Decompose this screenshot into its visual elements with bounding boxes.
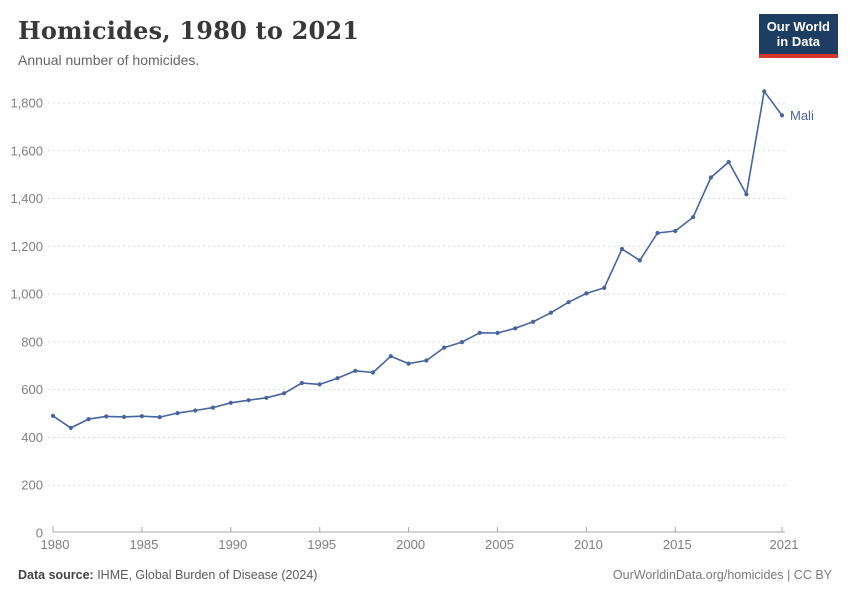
x-axis-tick-label: 2000 [396,537,425,552]
owid-logo-line2: in Data [776,34,821,50]
data-point [104,414,109,419]
data-point [317,382,322,387]
data-point [122,414,127,419]
data-point [548,310,554,315]
data-point [175,411,180,416]
data-point [726,159,731,165]
data-point [139,414,144,419]
data-point [406,361,411,366]
data-source-label: Data source: [18,568,94,582]
y-axis-tick-label: 1,800 [10,96,43,111]
data-point [602,285,607,290]
data-point [762,89,767,94]
series-end-label: Mali [790,108,814,123]
data-point [673,228,678,234]
x-axis-tick-label: 2005 [485,537,514,552]
data-point [193,408,198,413]
y-axis-tick-label: 1,400 [10,191,43,206]
data-point [584,291,589,296]
data-point [335,376,340,381]
data-point [691,215,696,220]
data-point [779,113,785,118]
x-axis-tick-label: 2010 [574,537,603,552]
data-point [86,417,91,422]
data-point [495,330,500,336]
data-point [531,319,536,324]
data-source-note: Data source: IHME, Global Burden of Dise… [18,568,317,582]
data-point [477,330,482,335]
data-point [513,326,518,331]
y-axis-tick-label: 800 [21,334,43,349]
x-axis-tick-label: 1985 [129,537,158,552]
data-point [210,405,216,410]
data-point [744,192,749,197]
y-axis-tick-label: 1,200 [10,239,43,254]
y-axis-tick-label: 1,000 [10,287,43,302]
data-point [619,246,625,252]
x-axis-tick-label: 1990 [218,537,247,552]
data-point [228,400,233,405]
y-axis-tick-label: 600 [21,382,43,397]
y-axis-tick-label: 0 [36,526,43,541]
data-point [282,391,287,396]
data-point [459,340,465,345]
chart-footer: Data source: IHME, Global Burden of Dise… [18,568,832,582]
data-point [708,175,714,180]
data-point [442,345,447,350]
data-point [370,370,376,375]
chart-title: Homicides, 1980 to 2021 [18,16,360,45]
series-line-mali [52,90,783,429]
data-point [157,415,162,420]
x-axis-tick-label: 1980 [41,537,70,552]
x-axis-tick-label: 2021 [770,537,799,552]
data-point [353,368,358,373]
data-point [50,413,56,418]
y-axis-tick-label: 200 [21,478,43,493]
data-point [68,425,73,430]
chart-subtitle: Annual number of homicides. [18,52,200,68]
data-point [637,258,642,263]
license-credit[interactable]: OurWorldinData.org/homicides | CC BY [612,568,832,582]
data-point [566,300,571,305]
x-axis-tick-label: 2015 [663,537,692,552]
data-point [655,230,660,236]
x-axis-tick-label: 1995 [307,537,336,552]
data-source-text: IHME, Global Burden of Disease (2024) [93,568,318,582]
y-axis-tick-label: 400 [21,430,43,445]
owid-logo-line1: Our World [766,19,830,34]
data-point [246,398,251,403]
data-point [264,395,269,400]
data-point [424,358,429,363]
data-point [299,380,304,386]
y-axis-tick-label: 1,600 [10,143,43,158]
owid-logo[interactable]: Our World in Data [758,14,838,58]
data-point [388,354,393,359]
